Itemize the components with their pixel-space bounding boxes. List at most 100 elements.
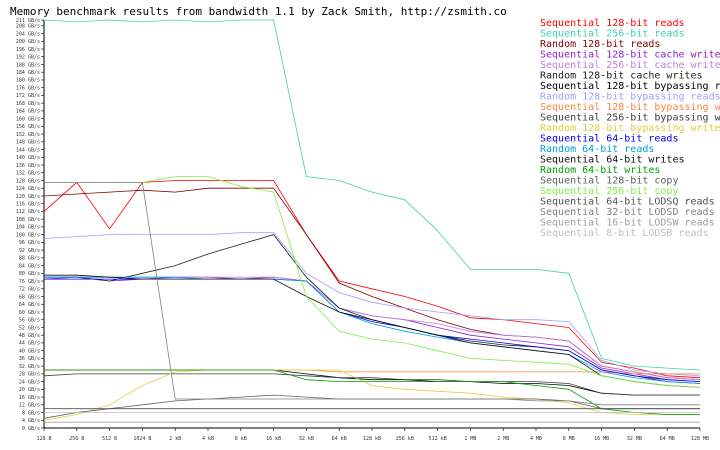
legend-entry: Sequential 64-bit LODSQ reads (540, 197, 715, 208)
y-tick-label: 48 GB/s (19, 333, 40, 339)
legend-entry: Sequential 32-bit LODSD reads (540, 207, 715, 218)
x-tick-label: 4 MB (530, 436, 542, 442)
y-tick-label: 172 GB/s (16, 93, 40, 99)
y-tick-label: 120 GB/s (16, 194, 40, 200)
x-tick-label: 256 kB (396, 436, 414, 442)
legend-entry: Sequential 8-bit LODSB reads (540, 228, 709, 239)
y-tick-label: 128 GB/s (16, 178, 40, 184)
x-tick-label: 256 B (69, 436, 84, 442)
x-tick-label: 16 kB (266, 436, 281, 442)
y-tick-label: 144 GB/s (16, 147, 40, 153)
x-tick-label: 64 MB (660, 436, 675, 442)
legend-entry: Random 64-bit writes (540, 165, 660, 176)
y-tick-label: 28 GB/s (19, 372, 40, 378)
y-tick-label: 188 GB/s (16, 62, 40, 68)
y-tick-label: 96 GB/s (19, 240, 40, 246)
x-tick-label: 32 kB (299, 436, 314, 442)
y-tick-label: 8 GB/s (22, 410, 40, 416)
y-tick-label: 0 GB/s (22, 426, 40, 432)
x-tick-label: 2 MB (497, 436, 509, 442)
legend-entry: Sequential 64-bit writes (540, 155, 685, 166)
y-tick-label: 100 GB/s (16, 232, 40, 238)
legend-entry: Sequential 64-bit reads (540, 134, 678, 145)
y-tick-label: 84 GB/s (19, 263, 40, 269)
x-tick-label: 128 kB (363, 436, 381, 442)
x-tick-label: 64 kB (332, 436, 347, 442)
y-tick-label: 40 GB/s (19, 348, 40, 354)
y-tick-label: 184 GB/s (16, 70, 40, 76)
legend-entry: Sequential 256-bit reads (540, 29, 685, 40)
y-tick-label: 208 GB/s (16, 24, 40, 30)
y-axis-ticks: 0 GB/s 4 GB/s 8 GB/s12 GB/s 16 GB/s 20 GB/s 2… (16, 18, 44, 432)
y-tick-label: 60 GB/s (19, 310, 40, 316)
x-tick-label: 8 kB (235, 436, 247, 442)
y-tick-label: 104 GB/s (16, 225, 40, 231)
y-tick-label: 148 GB/s (16, 140, 40, 146)
y-tick-label: 136 GB/s (16, 163, 40, 169)
x-axis-ticks: 128 B 256 B 512 B 1024 B 2 kB 4 kB 8 kB 16 kB 32… (36, 428, 709, 442)
x-tick-label: 512 kB (429, 436, 447, 442)
x-tick-label: 128 B (36, 436, 51, 442)
legend-entry: Random 64-bit reads (540, 144, 654, 155)
y-tick-label: 196 GB/s (16, 47, 40, 53)
y-tick-label: 192 GB/s (16, 55, 40, 61)
y-tick-label: 12 GB/s (19, 403, 40, 409)
y-tick-label: 4 GB/s (22, 418, 40, 424)
legend-entry: Random 128-bit reads (540, 39, 660, 50)
y-tick-label: 132 GB/s (16, 171, 40, 177)
x-tick-label: 128 MB (691, 436, 709, 442)
legend-entry: Sequential 128-bit copy (540, 176, 678, 187)
y-tick-label: 164 GB/s (16, 109, 40, 115)
y-tick-label: 64 GB/s (19, 302, 40, 308)
x-tick-label: 16 MB (594, 436, 609, 442)
x-tick-label: 1024 B (133, 436, 151, 442)
x-tick-label: 2 kB (169, 436, 181, 442)
y-tick-label: 124 GB/s (16, 186, 40, 192)
y-tick-label: 156 GB/s (16, 124, 40, 130)
legend-entry: Sequential 128-bit bypassing writes (540, 102, 720, 113)
x-tick-label: 1 MB (464, 436, 476, 442)
y-tick-label: 108 GB/s (16, 217, 40, 223)
legend-entry: Sequential 256-bit copy (540, 186, 678, 197)
y-tick-label: 204 GB/s (16, 31, 40, 37)
legend-entry: Random 128-bit bypassing writes (540, 123, 720, 134)
y-tick-label: 72 GB/s (19, 287, 40, 293)
legend-entry: Sequential 128-bit reads (540, 18, 685, 29)
y-tick-label: 56 GB/s (19, 318, 40, 324)
y-tick-label: 88 GB/s (19, 256, 40, 262)
series-line-13 (44, 277, 700, 383)
y-tick-label: 168 GB/s (16, 101, 40, 107)
y-tick-label: 211 GB/s (16, 18, 40, 24)
y-tick-label: 52 GB/s (19, 325, 40, 331)
series-line-8 (44, 233, 700, 376)
y-tick-label: 176 GB/s (16, 85, 40, 91)
y-tick-label: 116 GB/s (16, 201, 40, 207)
x-tick-label: 512 B (102, 436, 117, 442)
legend-entry: Sequential 128-bit bypassing reads (540, 81, 720, 92)
x-tick-label: 8 MB (563, 436, 575, 442)
y-tick-label: 200 GB/s (16, 39, 40, 45)
series-line-15 (44, 370, 700, 415)
y-tick-label: 20 GB/s (19, 387, 40, 393)
legend-entry: Sequential 128-bit cache writes (540, 50, 720, 61)
series-line-6 (44, 235, 700, 384)
chart-title: Memory benchmark results from bandwidth … (10, 5, 507, 18)
y-tick-label: 140 GB/s (16, 155, 40, 161)
x-tick-label: 32 MB (627, 436, 642, 442)
y-tick-label: 16 GB/s (19, 395, 40, 401)
y-tick-label: 80 GB/s (19, 271, 40, 277)
y-tick-label: 160 GB/s (16, 116, 40, 122)
legend-entry: Sequential 16-bit LODSW reads (540, 218, 715, 229)
series-line-10 (44, 374, 700, 395)
y-tick-label: 68 GB/s (19, 294, 40, 300)
y-tick-label: 76 GB/s (19, 279, 40, 285)
y-tick-label: 180 GB/s (16, 78, 40, 84)
legend-entry: Random 128-bit cache writes (540, 71, 703, 82)
y-tick-label: 32 GB/s (19, 364, 40, 370)
y-tick-label: 152 GB/s (16, 132, 40, 138)
series-line-14 (44, 275, 700, 387)
series-line-5 (44, 277, 700, 380)
y-tick-label: 24 GB/s (19, 379, 40, 385)
